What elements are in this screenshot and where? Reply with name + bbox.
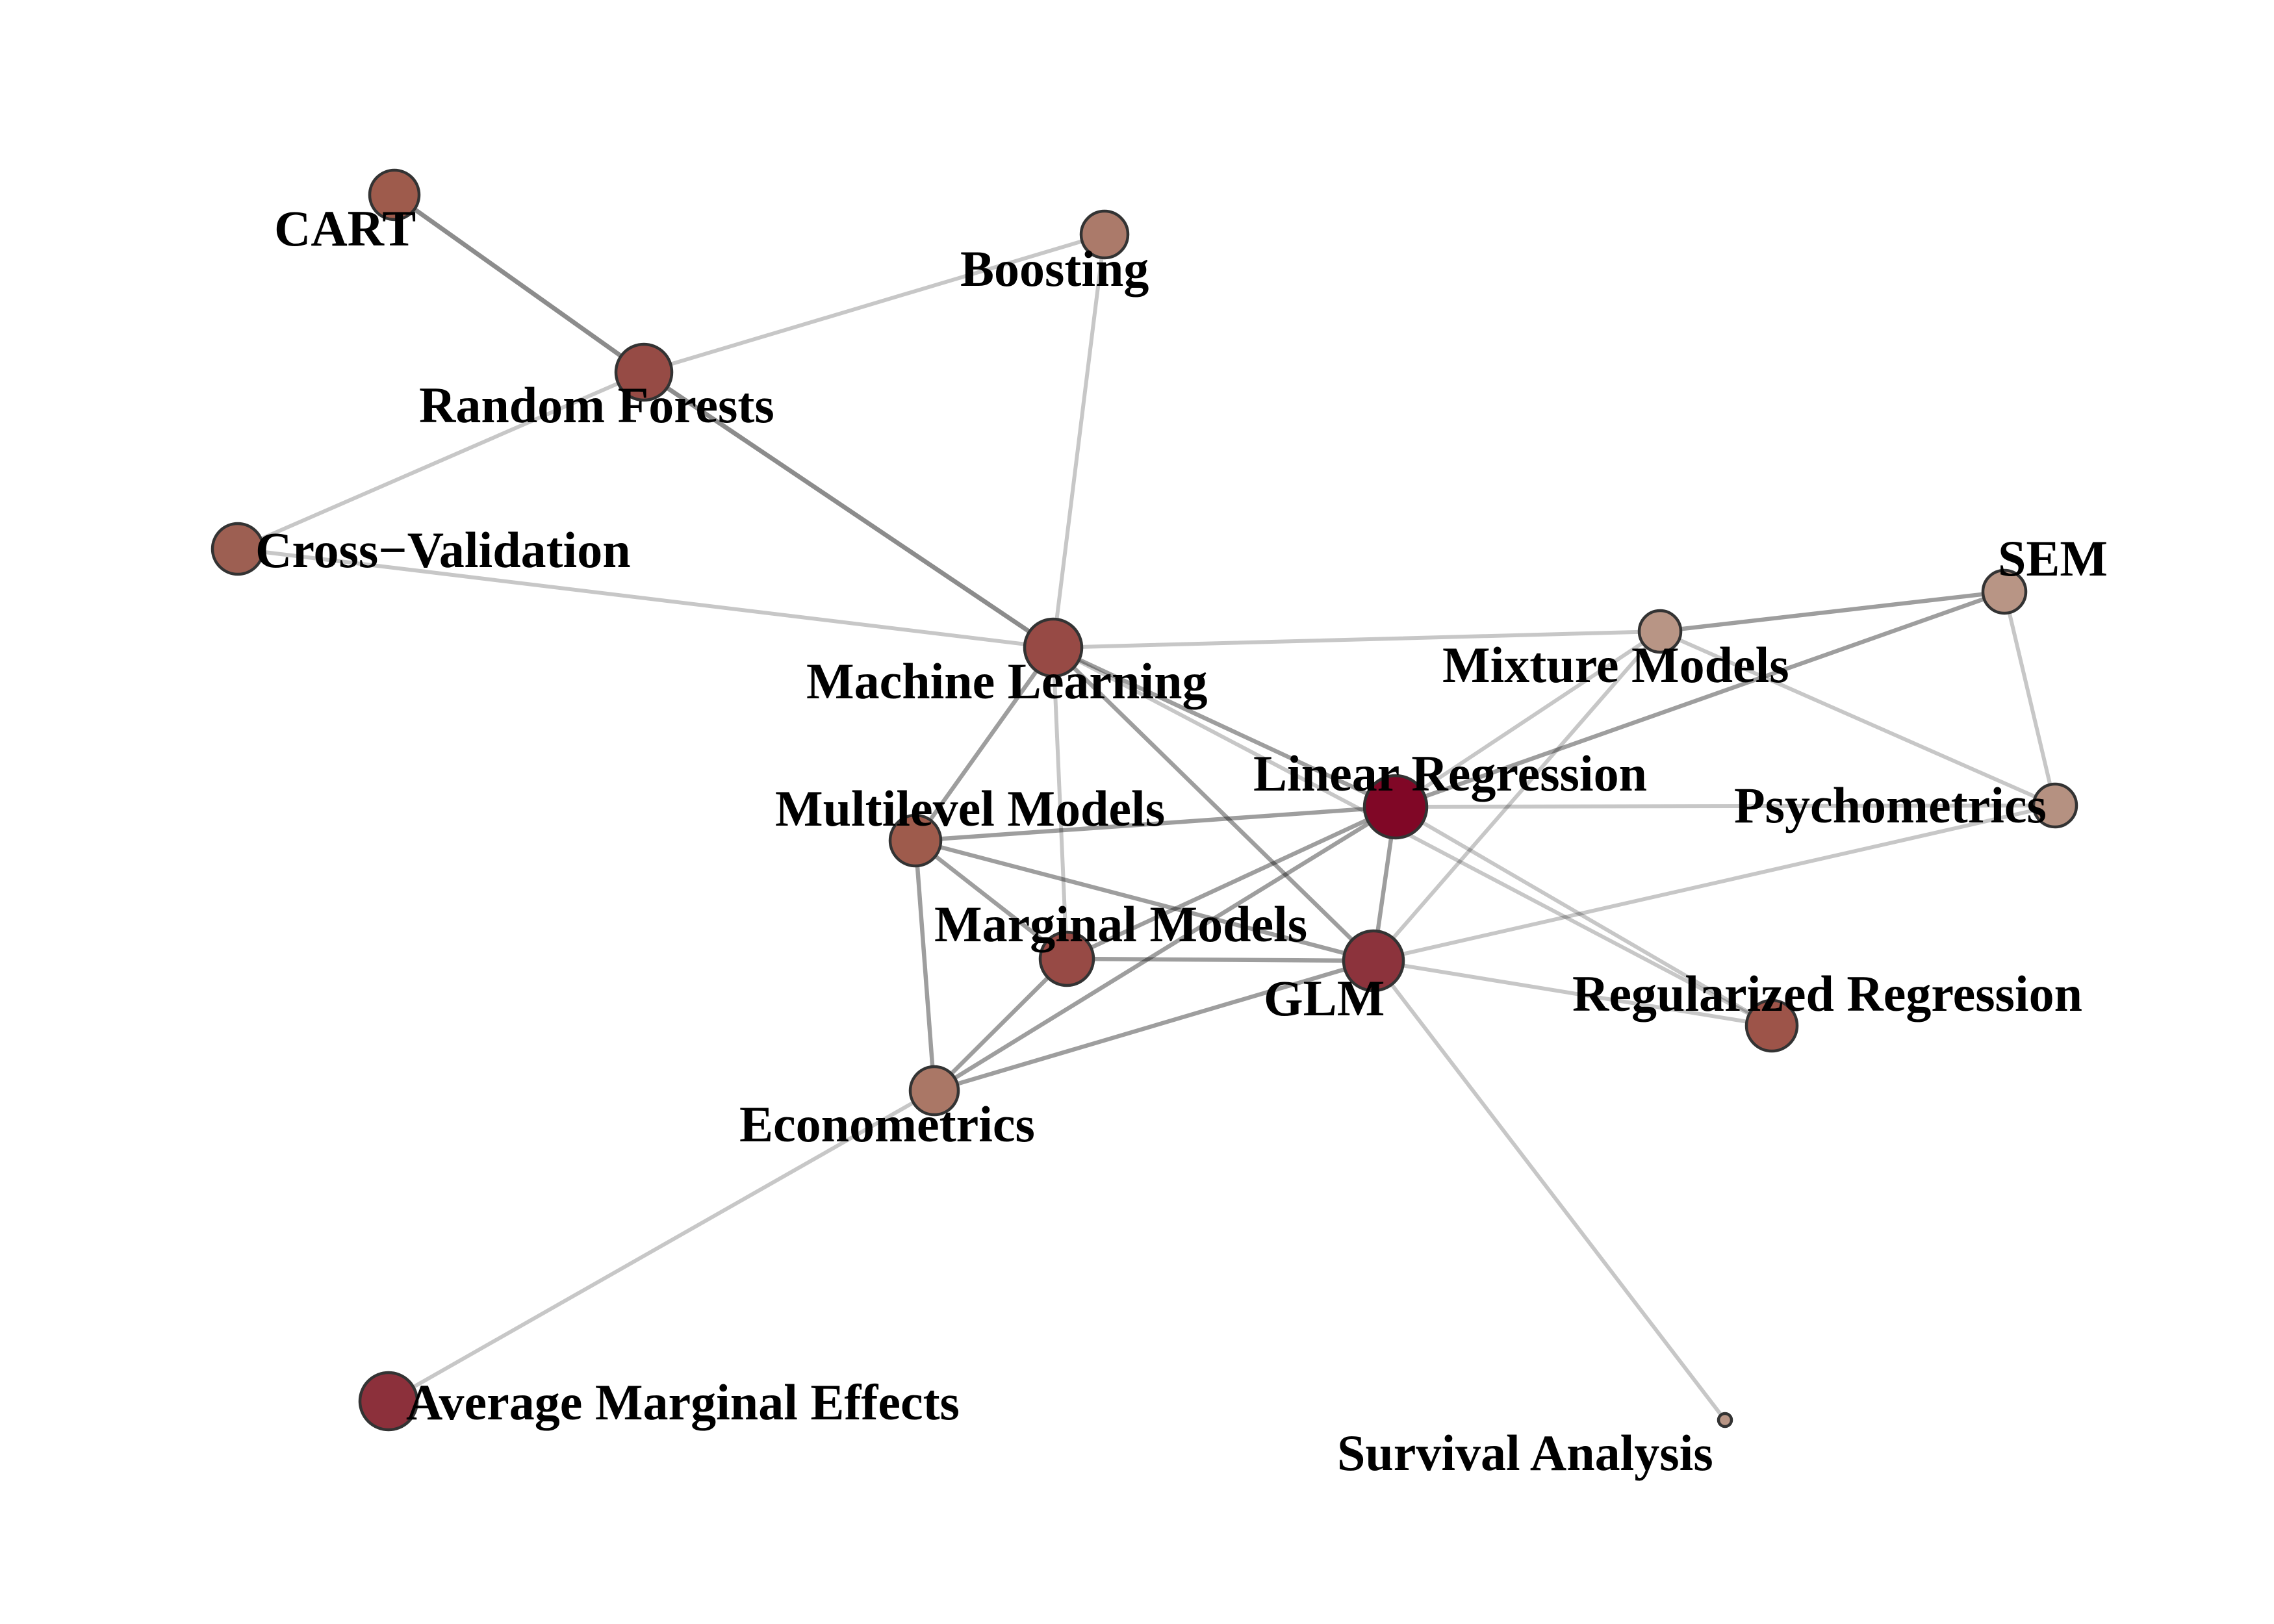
node-random-forests[interactable] (614, 342, 674, 402)
label-random-forests: Random Forests (419, 377, 774, 433)
edge-mixture-models-glm (1372, 629, 1662, 963)
node-multilevel-models[interactable] (888, 813, 943, 868)
label-marginal-models: Marginal Models (934, 896, 1307, 952)
node-linear-regression[interactable] (1362, 774, 1429, 840)
edge-multilevel-models-glm (913, 838, 1376, 963)
edge-glm-psychometrics (1372, 804, 2057, 963)
label-mixture-models: Mixture Models (1442, 637, 1789, 693)
edge-cart-random-forests (392, 192, 646, 375)
label-average-marginal-effects: Average Marginal Effects (406, 1374, 960, 1430)
edge-mixture-models-sem (1657, 589, 2007, 634)
label-linear-regression: Linear Regression (1253, 745, 1647, 802)
node-regularized-regression[interactable] (1744, 998, 1799, 1053)
node-sem[interactable] (1981, 568, 2028, 615)
edge-linear-regression-multilevel-models (913, 804, 1398, 843)
label-boosting: Boosting (960, 240, 1149, 297)
node-cart[interactable] (368, 168, 421, 222)
edge-machine-learning-linear-regression (1051, 645, 1398, 809)
label-machine-learning: Machine Learning (806, 653, 1208, 709)
edge-glm-econometrics (932, 958, 1376, 1093)
edge-machine-learning-glm (1051, 645, 1376, 963)
node-layer (211, 168, 2078, 1432)
edge-marginal-models-econometrics (932, 956, 1069, 1093)
label-survival-analysis: Survival Analysis (1337, 1425, 1713, 1481)
node-average-marginal-effects[interactable] (358, 1371, 419, 1432)
edge-cross-validation-machine-learning (236, 547, 1055, 650)
label-layer: CART Boosting Random Forests Cross−Validati… (255, 200, 2108, 1481)
label-cart: CART (274, 200, 416, 257)
node-mixture-models[interactable] (1637, 609, 1683, 654)
label-multilevel-models: Multilevel Models (775, 780, 1165, 837)
edge-linear-regression-econometrics (932, 804, 1398, 1093)
label-cross-validation: Cross−Validation (255, 522, 631, 578)
edge-glm-survival-analysis (1372, 959, 1727, 1422)
node-glm[interactable] (1342, 929, 1405, 993)
edge-sem-psychometrics (2002, 590, 2057, 807)
edge-multilevel-models-econometrics (913, 838, 937, 1093)
edge-linear-regression-psychometrics (1394, 804, 2057, 809)
edge-sem-linear-regression (1393, 589, 2007, 809)
node-marginal-models[interactable] (1038, 930, 1095, 987)
edge-linear-regression-marginal-models (1064, 804, 1398, 961)
edge-multilevel-models-marginal-models (913, 838, 1069, 961)
edge-random-forests-cross-validation (236, 370, 646, 551)
node-boosting[interactable] (1079, 209, 1130, 260)
edge-machine-learning-mixture-models (1051, 629, 1662, 650)
edge-marginal-models-glm (1064, 956, 1376, 963)
edge-random-forests-boosting (642, 233, 1106, 374)
label-econometrics: Econometrics (739, 1096, 1035, 1152)
node-machine-learning[interactable] (1023, 617, 1084, 678)
edge-layer (236, 192, 2057, 1422)
edge-boosting-machine-learning (1051, 233, 1106, 650)
node-cross-validation[interactable] (211, 522, 265, 576)
edge-mixture-models-linear-regression (1394, 629, 1662, 809)
edge-machine-learning-multilevel-models (913, 645, 1056, 843)
label-sem: SEM (1998, 530, 2108, 587)
node-econometrics[interactable] (908, 1065, 960, 1117)
label-glm: GLM (1264, 970, 1385, 1026)
edge-linear-regression-regularized-regression (1394, 805, 1774, 1028)
label-regularized-regression: Regularized Regression (1572, 965, 2082, 1022)
edge-random-forests-machine-learning (641, 370, 1056, 650)
node-psychometrics[interactable] (2032, 782, 2078, 829)
edge-mixture-models-psychometrics (1658, 629, 2057, 807)
edge-econometrics-average-marginal-effects (387, 1089, 936, 1403)
edge-machine-learning-marginal-models (1051, 646, 1069, 961)
node-survival-analysis[interactable] (1717, 1412, 1733, 1428)
label-psychometrics: Psychometrics (1734, 777, 2047, 833)
edge-glm-regularized-regression (1372, 959, 1774, 1028)
edge-machine-learning-regularized-regression (1051, 646, 1774, 1028)
